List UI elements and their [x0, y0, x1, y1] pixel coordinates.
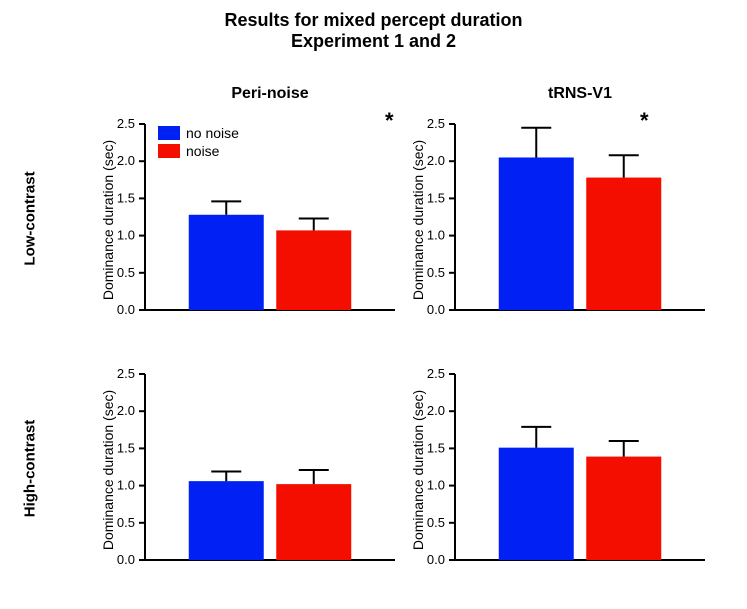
ylabel-top-right: Dominance duration (sec) [410, 120, 426, 320]
svg-text:2.0: 2.0 [427, 153, 445, 168]
svg-text:2.5: 2.5 [117, 366, 135, 381]
svg-text:0.0: 0.0 [117, 302, 135, 317]
svg-text:0.5: 0.5 [117, 265, 135, 280]
column-heading-left: Peri-noise [145, 85, 395, 103]
svg-text:0.5: 0.5 [117, 515, 135, 530]
svg-text:0.5: 0.5 [427, 265, 445, 280]
ylabel-bottom-right: Dominance duration (sec) [410, 370, 426, 570]
row-heading-bottom: High-contrast [22, 409, 39, 529]
figure-root: Results for mixed percept duration Exper… [0, 0, 747, 609]
title-line1: Results for mixed percept duration [0, 10, 747, 31]
svg-text:2.0: 2.0 [117, 153, 135, 168]
panel-top-right: 0.00.51.01.52.02.5 [455, 120, 705, 320]
svg-text:2.5: 2.5 [427, 116, 445, 131]
ylabel-bottom-left: Dominance duration (sec) [100, 370, 116, 570]
svg-text:0.0: 0.0 [427, 302, 445, 317]
svg-text:1.0: 1.0 [117, 228, 135, 243]
svg-text:0.5: 0.5 [427, 515, 445, 530]
title-line2: Experiment 1 and 2 [0, 31, 747, 52]
main-title: Results for mixed percept duration Exper… [0, 10, 747, 52]
svg-text:1.5: 1.5 [117, 440, 135, 455]
svg-text:1.5: 1.5 [117, 190, 135, 205]
svg-text:1.5: 1.5 [427, 190, 445, 205]
svg-text:0.0: 0.0 [427, 552, 445, 567]
svg-text:0.0: 0.0 [117, 552, 135, 567]
svg-text:2.5: 2.5 [427, 366, 445, 381]
panel-top-left: 0.00.51.01.52.02.5 [145, 120, 395, 320]
panel-bottom-right: 0.00.51.01.52.02.5 [455, 370, 705, 570]
column-heading-right: tRNS-V1 [455, 85, 705, 103]
svg-text:1.0: 1.0 [117, 478, 135, 493]
row-heading-top: Low-contrast [22, 159, 39, 279]
svg-text:1.5: 1.5 [427, 440, 445, 455]
svg-text:2.0: 2.0 [427, 403, 445, 418]
ylabel-top-left: Dominance duration (sec) [100, 120, 116, 320]
svg-text:2.0: 2.0 [117, 403, 135, 418]
panel-bottom-left: 0.00.51.01.52.02.5 [145, 370, 395, 570]
svg-text:2.5: 2.5 [117, 116, 135, 131]
svg-text:1.0: 1.0 [427, 228, 445, 243]
svg-text:1.0: 1.0 [427, 478, 445, 493]
